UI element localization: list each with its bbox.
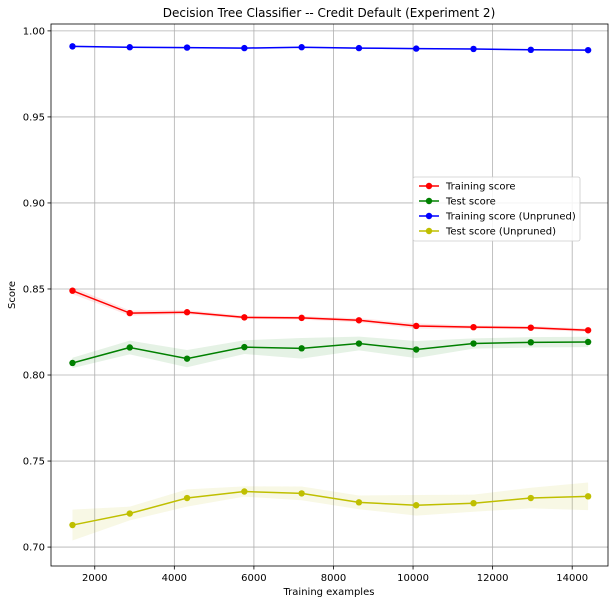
data-point — [183, 494, 191, 502]
data-point — [69, 43, 76, 50]
data-point — [126, 309, 133, 317]
legend-label: Training score — [445, 182, 516, 193]
data-point — [413, 45, 420, 52]
y-tick-label: 0.70 — [23, 543, 45, 554]
data-point — [298, 44, 305, 51]
data-point — [584, 493, 592, 500]
data-point — [527, 46, 535, 54]
plot-frame — [50, 23, 609, 567]
x-axis-ticks: 2000 4000 6000 8000 10000 12000 14000 — [82, 566, 588, 584]
data-point — [355, 44, 363, 52]
series-line — [72, 341, 589, 364]
data-point — [584, 327, 592, 334]
data-point — [183, 355, 191, 362]
data-point — [527, 494, 535, 502]
legend: Training score Test score Training score (… — [412, 176, 581, 242]
x-tick-label: 12000 — [477, 573, 509, 584]
legend-marker — [425, 212, 433, 220]
y-axis-title: Score — [7, 281, 18, 309]
chart-title: Decision Tree Classifier -- Credit Defau… — [163, 6, 496, 20]
data-point — [241, 488, 248, 495]
x-tick-label: 14000 — [556, 573, 588, 584]
legend-marker — [425, 227, 433, 235]
y-tick-label: 1.00 — [23, 26, 45, 37]
data-point — [298, 314, 305, 322]
y-tick-label: 0.95 — [23, 112, 45, 123]
x-tick-label: 4000 — [162, 573, 187, 584]
x-axis-title: Training examples — [283, 587, 375, 598]
data-point — [241, 314, 248, 321]
x-tick-label: 2000 — [82, 573, 107, 584]
data-point — [69, 521, 76, 529]
series-line — [72, 289, 589, 332]
series-lines — [69, 43, 592, 529]
y-tick-label: 0.90 — [23, 198, 45, 209]
legend-marker — [425, 197, 433, 205]
x-tick-label: 8000 — [321, 573, 346, 584]
series-line — [72, 490, 589, 526]
data-point — [527, 324, 535, 331]
y-tick-label: 0.80 — [23, 371, 45, 382]
grid — [51, 24, 608, 566]
data-point — [183, 309, 191, 316]
legend-marker — [425, 182, 433, 190]
data-point — [298, 345, 305, 352]
data-point — [69, 359, 76, 367]
x-tick-label: 6000 — [241, 573, 266, 584]
x-tick-label: 10000 — [397, 573, 429, 584]
data-point — [584, 338, 592, 346]
data-point — [355, 317, 363, 324]
data-point — [470, 340, 477, 347]
data-point — [126, 510, 133, 517]
data-point — [355, 340, 363, 347]
data-point — [241, 343, 248, 351]
data-point — [298, 490, 305, 497]
data-point — [413, 346, 420, 353]
data-point — [470, 45, 477, 53]
data-point — [470, 323, 477, 331]
data-point — [470, 499, 477, 507]
legend-label: Test score (Unpruned) — [445, 227, 556, 238]
data-point — [527, 339, 535, 346]
data-point — [126, 44, 133, 51]
legend-box — [412, 176, 581, 242]
legend-label: Training score (Unpruned) — [445, 212, 576, 223]
y-axis-ticks: 0.70 0.75 0.80 0.85 0.90 0.95 1.00 — [23, 26, 51, 554]
y-tick-label: 0.85 — [23, 284, 45, 295]
data-point — [69, 287, 76, 294]
data-point — [183, 44, 191, 51]
data-point — [126, 344, 133, 351]
legend-label: Test score — [445, 197, 496, 208]
y-tick-label: 0.75 — [23, 457, 45, 468]
data-point — [584, 46, 592, 54]
data-point — [355, 499, 363, 506]
data-point — [241, 44, 248, 52]
data-point — [413, 322, 420, 330]
data-point — [413, 502, 420, 509]
series-line — [72, 45, 589, 51]
